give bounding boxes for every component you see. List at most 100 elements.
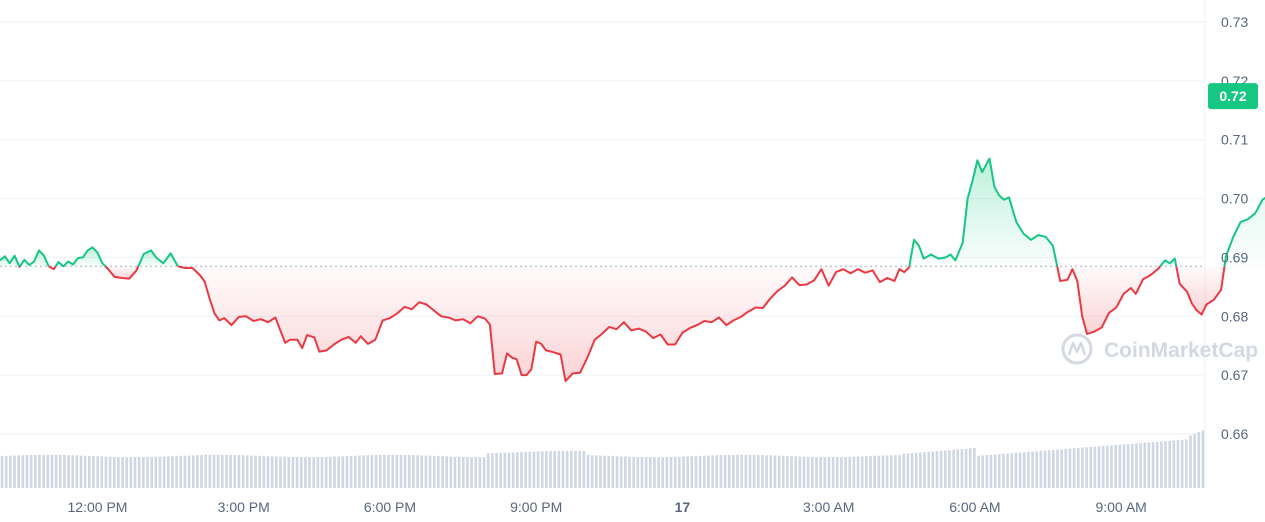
- volume-bar: [399, 454, 403, 488]
- watermark-text: CoinMarketCap: [1104, 339, 1258, 362]
- volume-bar: [977, 455, 980, 488]
- volume-bar: [823, 457, 827, 488]
- volume-bar: [200, 455, 203, 488]
- volume-bar: [736, 454, 739, 488]
- volume-bar: [395, 454, 399, 488]
- volume-bar: [154, 456, 158, 488]
- volume-bar: [935, 451, 939, 488]
- volume-bar: [694, 456, 698, 488]
- volume-bar: [586, 455, 590, 488]
- volume-bar: [939, 450, 943, 488]
- volume-bar: [54, 454, 58, 488]
- volume-bar: [1130, 443, 1134, 488]
- area-fill-up: [1224, 198, 1265, 267]
- volume-bar: [636, 456, 640, 488]
- volume-bar: [1172, 440, 1176, 488]
- volume-bar: [1189, 435, 1192, 488]
- volume-bar: [287, 456, 291, 488]
- volume-bar: [445, 456, 448, 488]
- volume-bar: [698, 455, 702, 488]
- volume-bar: [761, 455, 764, 488]
- volume-bar: [187, 455, 191, 488]
- price-line-down: [1175, 266, 1226, 316]
- volume-bar: [133, 457, 137, 488]
- volume-bar: [1151, 442, 1155, 488]
- x-tick-label: 3:00 AM: [803, 499, 854, 515]
- coinmarketcap-watermark: CoinMarketCap: [1061, 333, 1258, 365]
- price-line-down: [104, 265, 140, 280]
- volume-bar: [1085, 447, 1088, 488]
- volume-bar: [682, 456, 685, 488]
- volume-bar: [1072, 448, 1076, 488]
- volume-bar: [1180, 439, 1184, 488]
- volume-bar: [146, 457, 149, 488]
- volume-bar: [968, 448, 972, 488]
- volume-bar: [208, 454, 212, 488]
- volume-bar: [499, 452, 502, 488]
- volume-bar: [117, 457, 120, 488]
- volume-bar: [449, 456, 453, 488]
- volume-bar: [603, 455, 606, 488]
- volume-bar: [624, 456, 627, 488]
- volume-bar: [590, 455, 594, 488]
- volume-bar: [1114, 445, 1117, 488]
- volume-bar: [769, 455, 773, 488]
- volume-bar: [191, 455, 195, 488]
- volume-bar: [528, 451, 532, 488]
- y-tick-label: 0.67: [1221, 367, 1248, 383]
- volume-bar: [840, 457, 843, 488]
- volume-bar: [632, 456, 635, 488]
- volume-bar: [304, 457, 307, 488]
- price-line-up: [908, 157, 1059, 267]
- volume-bar: [9, 455, 12, 488]
- price-area-fills: [0, 158, 1265, 381]
- volume-bar: [516, 452, 519, 488]
- volume-bar: [703, 455, 706, 488]
- volume-bar: [923, 452, 926, 488]
- volume-bar: [204, 454, 207, 488]
- volume-bar: [424, 455, 428, 488]
- volume-bar: [578, 450, 581, 488]
- volume-bar: [50, 454, 54, 488]
- volume-bar: [798, 456, 802, 488]
- price-line: [0, 157, 1265, 382]
- volume-bar: [985, 455, 989, 488]
- volume-bar: [329, 456, 332, 488]
- volume-bar: [104, 456, 108, 488]
- volume-bar: [137, 457, 141, 488]
- volume-bar: [495, 453, 498, 488]
- price-line-down: [18, 265, 21, 268]
- volume-bar: [877, 455, 881, 488]
- volume-bar: [491, 453, 494, 488]
- volume-bar: [183, 455, 187, 488]
- volume-bar: [865, 456, 868, 488]
- volume-bar: [1093, 446, 1097, 488]
- volume-bar: [889, 455, 893, 488]
- volume-bar: [158, 456, 162, 488]
- volume-bar: [457, 456, 461, 488]
- volume-bar: [1160, 441, 1163, 488]
- volume-bar: [428, 455, 432, 488]
- area-fill-down: [177, 266, 910, 381]
- volume-bar: [1006, 453, 1009, 488]
- volume-bar: [1126, 444, 1130, 488]
- volume-bar: [827, 457, 831, 488]
- volume-bar: [781, 455, 785, 488]
- volume-bar: [1139, 443, 1142, 488]
- price-line-down: [177, 265, 911, 382]
- volume-bar: [412, 455, 415, 488]
- volume-bar: [1193, 433, 1196, 488]
- area-fill-up: [138, 250, 178, 267]
- volume-bar: [453, 456, 457, 488]
- volume-bar: [669, 456, 673, 488]
- current-price-label-bg: [1208, 83, 1258, 110]
- volume-bar: [948, 450, 951, 488]
- volume-bar: [748, 454, 752, 488]
- volume-bar: [462, 456, 465, 488]
- volume-bar: [690, 456, 694, 488]
- volume-bar: [615, 456, 619, 488]
- volume-bar: [549, 451, 552, 488]
- price-line-up: [0, 254, 21, 267]
- volume-bar: [815, 457, 818, 488]
- volume-bar: [561, 450, 565, 488]
